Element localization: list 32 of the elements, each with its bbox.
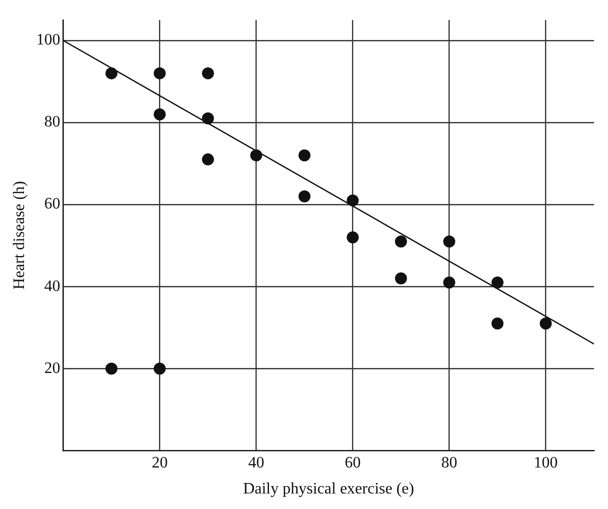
y-tick-label: 60: [44, 196, 60, 213]
point: [346, 231, 359, 244]
x-tick-label: 20: [152, 454, 168, 472]
point: [394, 272, 407, 284]
point: [540, 317, 552, 330]
point: [394, 235, 407, 248]
y-tick-label: 80: [44, 114, 60, 131]
point: [250, 149, 262, 162]
y-tick-label: 40: [44, 278, 60, 295]
point: [202, 153, 214, 166]
point: [154, 67, 166, 80]
y-tick-label: 100: [36, 32, 60, 49]
point: [154, 362, 166, 375]
x-tick-label: 80: [441, 454, 458, 472]
x-tick-label: 100: [534, 454, 558, 472]
point: [202, 112, 214, 124]
point: [443, 235, 456, 248]
point: [491, 317, 504, 330]
point: [154, 108, 166, 120]
point: [298, 149, 310, 162]
point: [105, 67, 118, 80]
point: [298, 190, 310, 202]
x-tick-label: 40: [248, 454, 264, 472]
x-tick-label: 60: [344, 454, 361, 472]
point: [346, 194, 359, 206]
y-axis-title: Heart disease (h): [10, 181, 28, 290]
x-axis-title: Daily physical exercise (e): [243, 480, 414, 498]
point: [105, 362, 118, 375]
point: [443, 276, 456, 288]
point: [491, 276, 504, 288]
y-tick-label: 20: [44, 360, 60, 377]
point: [202, 67, 214, 80]
